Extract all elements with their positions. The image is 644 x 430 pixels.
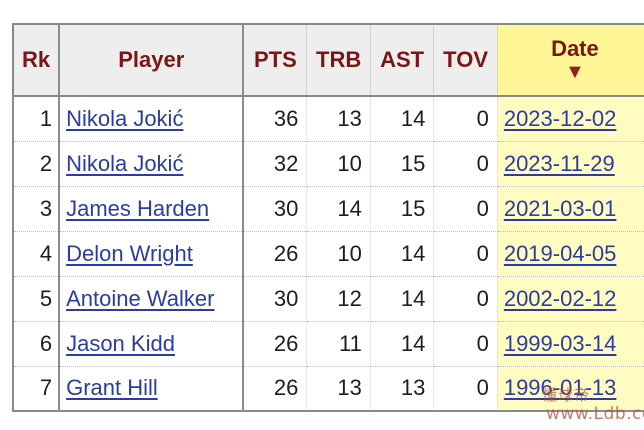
cell-date: 1996-01-13 bbox=[497, 366, 644, 411]
table-row: 3 James Harden 30 14 15 0 2021-03-01 bbox=[13, 186, 644, 232]
column-header-rk[interactable]: Rk bbox=[13, 23, 61, 97]
cell-trb: 11 bbox=[306, 321, 371, 367]
cell-date: 2021-03-01 bbox=[497, 186, 644, 232]
table-row: 5 Antoine Walker 30 12 14 0 2002-02-12 bbox=[13, 276, 644, 322]
table-body: 1 Nikola Jokić 36 13 14 0 2023-12-02 2 Nikola Jo… bbox=[13, 96, 644, 411]
cell-player: Grant Hill bbox=[59, 366, 245, 411]
cell-tov: 0 bbox=[433, 276, 498, 322]
cell-player: James Harden bbox=[59, 186, 245, 232]
header-row: Rk Player PTS TRB AST TOV Date ▼ bbox=[13, 23, 644, 97]
table-header: Rk Player PTS TRB AST TOV Date ▼ bbox=[13, 23, 644, 97]
game-date-link[interactable]: 2019-04-05 bbox=[503, 240, 617, 266]
cell-tov: 0 bbox=[433, 141, 498, 187]
column-header-trb[interactable]: TRB bbox=[306, 23, 371, 97]
cell-tov: 0 bbox=[433, 186, 498, 232]
game-date-link[interactable]: 2002-02-12 bbox=[503, 285, 617, 311]
player-link[interactable]: Antoine Walker bbox=[66, 285, 215, 311]
player-game-stats-table: Rk Player PTS TRB AST TOV Date ▼ 1 Nikola… bbox=[12, 23, 644, 412]
cell-rk: 4 bbox=[13, 231, 61, 277]
cell-tov: 0 bbox=[433, 96, 498, 142]
cell-date: 2019-04-05 bbox=[497, 231, 644, 277]
cell-tov: 0 bbox=[433, 231, 498, 277]
column-header-ast[interactable]: AST bbox=[370, 23, 435, 97]
cell-ast: 14 bbox=[370, 96, 435, 142]
cell-trb: 13 bbox=[306, 366, 371, 411]
table-row: 1 Nikola Jokić 36 13 14 0 2023-12-02 bbox=[13, 96, 644, 142]
sort-descending-icon: ▼ bbox=[565, 61, 585, 83]
cell-pts: 30 bbox=[243, 276, 308, 322]
player-link[interactable]: Delon Wright bbox=[66, 240, 193, 266]
cell-rk: 1 bbox=[13, 96, 61, 142]
cell-player: Nikola Jokić bbox=[59, 141, 245, 187]
table-row: 4 Delon Wright 26 10 14 0 2019-04-05 bbox=[13, 231, 644, 277]
player-link[interactable]: Nikola Jokić bbox=[66, 105, 184, 131]
game-date-link[interactable]: 1999-03-14 bbox=[503, 330, 617, 356]
game-date-link[interactable]: 2023-12-02 bbox=[503, 105, 617, 131]
table-row: 6 Jason Kidd 26 11 14 0 1999-03-14 bbox=[13, 321, 644, 367]
table-row: 2 Nikola Jokić 32 10 15 0 2023-11-29 bbox=[13, 141, 644, 187]
cell-ast: 14 bbox=[370, 321, 435, 367]
cell-tov: 0 bbox=[433, 366, 498, 411]
player-link[interactable]: Grant Hill bbox=[66, 375, 158, 401]
player-link[interactable]: James Harden bbox=[66, 195, 210, 221]
game-date-link[interactable]: 1996-01-13 bbox=[503, 375, 617, 401]
cell-player: Jason Kidd bbox=[59, 321, 245, 367]
column-header-date[interactable]: Date ▼ bbox=[497, 23, 644, 97]
player-link[interactable]: Nikola Jokić bbox=[66, 150, 184, 176]
cell-rk: 2 bbox=[13, 141, 61, 187]
cell-pts: 26 bbox=[243, 231, 308, 277]
cell-ast: 14 bbox=[370, 276, 435, 322]
cell-player: Delon Wright bbox=[59, 231, 245, 277]
cell-trb: 10 bbox=[306, 231, 371, 277]
column-header-tov[interactable]: TOV bbox=[433, 23, 498, 97]
cell-trb: 12 bbox=[306, 276, 371, 322]
cell-rk: 6 bbox=[13, 321, 61, 367]
column-header-date-label: Date bbox=[551, 36, 599, 61]
cell-player: Antoine Walker bbox=[59, 276, 245, 322]
cell-date: 1999-03-14 bbox=[497, 321, 644, 367]
cell-pts: 36 bbox=[243, 96, 308, 142]
cell-rk: 3 bbox=[13, 186, 61, 232]
cell-player: Nikola Jokić bbox=[59, 96, 245, 142]
cell-date: 2023-11-29 bbox=[497, 141, 644, 187]
table-row: 7 Grant Hill 26 13 13 0 1996-01-13 bbox=[13, 366, 644, 411]
cell-date: 2002-02-12 bbox=[497, 276, 644, 322]
player-link[interactable]: Jason Kidd bbox=[66, 330, 175, 356]
column-header-pts[interactable]: PTS bbox=[243, 23, 308, 97]
cell-trb: 14 bbox=[306, 186, 371, 232]
cell-trb: 10 bbox=[306, 141, 371, 187]
cell-ast: 14 bbox=[370, 231, 435, 277]
game-date-link[interactable]: 2023-11-29 bbox=[503, 150, 615, 176]
cell-ast: 13 bbox=[370, 366, 435, 411]
cell-rk: 7 bbox=[13, 366, 61, 411]
cell-pts: 30 bbox=[243, 186, 308, 232]
cell-ast: 15 bbox=[370, 141, 435, 187]
cell-trb: 13 bbox=[306, 96, 371, 142]
cell-pts: 32 bbox=[243, 141, 308, 187]
cell-date: 2023-12-02 bbox=[497, 96, 644, 142]
game-date-link[interactable]: 2021-03-01 bbox=[503, 195, 617, 221]
cell-rk: 5 bbox=[13, 276, 61, 322]
cell-pts: 26 bbox=[243, 366, 308, 411]
cell-tov: 0 bbox=[433, 321, 498, 367]
cell-pts: 26 bbox=[243, 321, 308, 367]
column-header-player[interactable]: Player bbox=[59, 23, 245, 97]
cell-ast: 15 bbox=[370, 186, 435, 232]
